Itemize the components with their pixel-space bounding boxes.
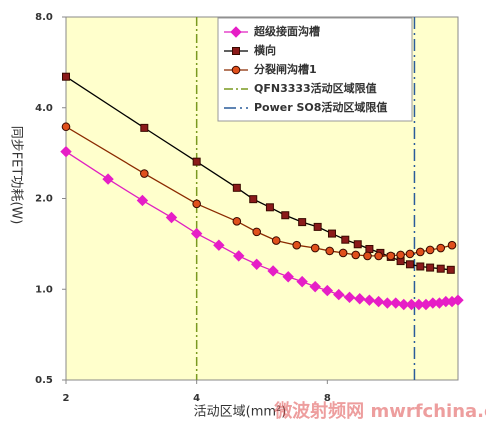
marker <box>351 250 361 260</box>
legend-label: 超级接面沟槽 <box>253 24 320 38</box>
marker <box>365 244 374 253</box>
marker <box>313 222 322 231</box>
marker <box>252 227 261 237</box>
marker <box>192 199 201 209</box>
marker <box>192 157 201 166</box>
marker <box>282 271 294 283</box>
marker <box>102 173 114 185</box>
marker <box>436 243 446 253</box>
y-tick-label: 8.0 <box>35 12 53 23</box>
marker <box>232 47 240 55</box>
marker <box>398 298 410 311</box>
legend-label: QFN3333活动区域限值 <box>254 81 377 95</box>
marker <box>416 262 425 271</box>
marker <box>446 265 455 274</box>
y-tick-label: 0.5 <box>35 375 53 386</box>
marker <box>374 251 383 261</box>
marker <box>447 240 457 250</box>
marker <box>381 297 394 309</box>
legend-box <box>217 17 413 122</box>
marker <box>363 294 376 306</box>
marker <box>232 217 242 226</box>
marker <box>405 260 414 269</box>
x-tick-label: 4 <box>193 393 200 404</box>
y-tick-label: 4.0 <box>35 103 53 114</box>
marker <box>265 203 274 212</box>
marker <box>354 293 366 305</box>
marker <box>309 280 321 293</box>
marker <box>231 65 241 75</box>
x-tick-label: 2 <box>63 393 70 404</box>
marker <box>230 26 242 38</box>
marker <box>292 240 301 250</box>
marker <box>325 246 334 256</box>
marker <box>267 265 279 277</box>
y-axis-label: 同步FET功耗(W) <box>9 126 24 225</box>
legend-label: 分裂闸沟槽1 <box>254 62 317 76</box>
marker <box>327 229 336 238</box>
marker <box>343 291 356 304</box>
marker <box>310 243 320 253</box>
marker <box>60 145 72 158</box>
marker <box>140 123 149 132</box>
marker <box>190 227 203 240</box>
marker <box>405 298 418 311</box>
marker <box>341 235 350 244</box>
marker <box>390 297 402 309</box>
marker <box>62 72 70 81</box>
marker <box>233 250 245 262</box>
marker <box>338 248 348 258</box>
marker <box>363 251 372 261</box>
marker <box>296 275 308 288</box>
marker <box>61 122 71 132</box>
marker <box>452 294 464 306</box>
legend-label: Power SO8活动区域限值 <box>254 100 387 114</box>
y-tick-label: 2.0 <box>35 194 53 205</box>
marker <box>386 251 396 261</box>
y-tick-label: 1.0 <box>35 284 53 295</box>
marker <box>298 218 307 227</box>
marker <box>436 264 445 273</box>
marker <box>416 247 425 257</box>
marker <box>232 183 241 192</box>
marker <box>333 288 345 301</box>
marker <box>353 240 362 249</box>
x-tick-label: 8 <box>324 393 331 404</box>
x-axis-label: 活动区域(mm²) <box>194 405 287 420</box>
legend-label: 横向 <box>254 43 276 57</box>
marker <box>249 195 258 204</box>
marker <box>136 194 149 207</box>
marker <box>425 245 435 255</box>
marker <box>250 258 263 271</box>
marker <box>372 295 385 308</box>
marker <box>281 211 290 220</box>
marker <box>271 236 281 245</box>
marker <box>213 239 225 251</box>
marker <box>321 284 334 297</box>
marker <box>396 250 405 260</box>
marker <box>165 211 178 224</box>
marker <box>426 263 435 272</box>
watermark: 微波射频网 mwrfchina.com <box>273 400 486 422</box>
marker <box>405 249 415 259</box>
marker <box>140 169 149 178</box>
